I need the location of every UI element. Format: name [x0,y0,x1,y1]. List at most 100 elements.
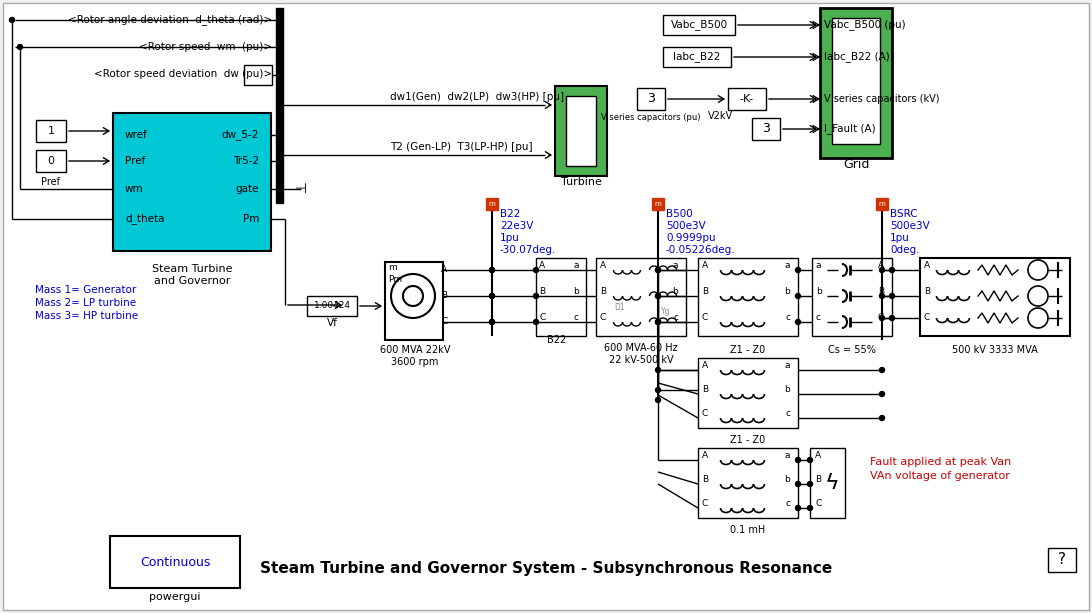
Text: B22: B22 [500,209,521,219]
Text: b: b [784,386,790,395]
Text: 600 MVA-60 Hz: 600 MVA-60 Hz [604,343,678,353]
Circle shape [795,457,800,462]
Circle shape [890,294,894,299]
Text: 0.9999pu: 0.9999pu [666,233,715,243]
Text: 0.1 mH: 0.1 mH [731,525,765,535]
Circle shape [17,45,23,50]
Text: C: C [924,313,930,322]
Text: C: C [815,500,821,509]
Text: ⊣: ⊣ [295,182,307,196]
Circle shape [534,319,538,324]
Bar [919,258,1070,336]
Text: Z1 - Z0: Z1 - Z0 [731,435,765,445]
Text: A: A [702,452,708,460]
Circle shape [795,506,800,511]
Circle shape [489,267,495,273]
Circle shape [489,294,495,299]
Bar [112,113,271,251]
Text: Grid: Grid [843,159,869,172]
Circle shape [879,316,885,321]
Text: A: A [702,262,708,270]
Text: a: a [784,362,790,370]
Text: D1: D1 [614,302,625,311]
Text: and Governor: and Governor [154,276,230,286]
Text: m: m [488,201,496,207]
Bar [698,258,798,336]
Text: A: A [924,262,930,270]
Text: I_Fault (A): I_Fault (A) [824,124,876,134]
Text: BSRC: BSRC [890,209,917,219]
Bar [566,96,596,166]
Circle shape [655,267,661,273]
Text: ϟ: ϟ [824,473,840,493]
Bar [536,258,586,336]
Circle shape [879,368,885,373]
Text: Fault applied at peak Van: Fault applied at peak Van [870,457,1011,467]
Circle shape [655,267,661,273]
Text: b: b [573,286,579,295]
Text: 500 kV 3333 MVA: 500 kV 3333 MVA [952,345,1037,355]
Circle shape [489,294,495,299]
Circle shape [807,506,812,511]
Text: C: C [539,313,545,321]
Circle shape [795,319,800,324]
Text: 600 MVA 22kV: 600 MVA 22kV [380,345,450,355]
Text: A: A [815,452,821,460]
Text: 1pu: 1pu [500,233,520,243]
Bar [110,536,240,588]
Text: A: A [441,265,447,275]
Text: A: A [702,362,708,370]
Bar [752,118,780,140]
Text: a: a [784,452,790,460]
Text: <Rotor speed  wm  (pu)>: <Rotor speed wm (pu)> [139,42,272,52]
Text: Mass 2= LP turbine: Mass 2= LP turbine [35,298,136,308]
Text: ?: ? [1058,552,1066,568]
Text: Iabc_B22 (A): Iabc_B22 (A) [824,51,890,63]
Text: B500: B500 [666,209,692,219]
Circle shape [489,267,495,273]
Text: Iabc_B22: Iabc_B22 [674,51,721,63]
Text: c: c [785,500,790,509]
Text: V series capacitors (pu): V series capacitors (pu) [602,113,701,123]
Circle shape [795,267,800,273]
Text: C: C [600,313,606,321]
Circle shape [655,397,661,403]
Text: 22 kV-500 kV: 22 kV-500 kV [608,355,674,365]
Text: V series capacitors (kV): V series capacitors (kV) [824,94,939,104]
Bar [652,198,664,210]
Text: m: m [388,262,396,272]
Bar [876,198,888,210]
Bar [276,8,283,203]
Text: 0deg.: 0deg. [890,245,919,255]
Text: B: B [539,286,545,295]
Text: Z1 - Z0: Z1 - Z0 [731,345,765,355]
Text: Vabc_B500 (pu): Vabc_B500 (pu) [824,20,905,31]
Circle shape [807,457,812,462]
Text: Pref: Pref [41,177,60,187]
Text: 500e3V: 500e3V [890,221,929,231]
Bar [36,150,66,172]
Text: b: b [816,287,822,297]
Bar [728,88,765,110]
Text: C: C [702,500,709,509]
Text: B: B [702,287,708,297]
Text: wref: wref [124,130,147,140]
Bar [832,18,880,144]
Text: 1: 1 [47,126,55,136]
Text: <Rotor speed deviation  dw (pu)>: <Rotor speed deviation dw (pu)> [94,69,272,79]
Text: -K-: -K- [740,94,755,104]
Text: 1.00424: 1.00424 [313,302,351,311]
Circle shape [655,294,661,299]
Circle shape [534,294,538,299]
Text: Steam Turbine and Governor System - Subsynchronous Resonance: Steam Turbine and Governor System - Subs… [260,560,832,576]
Text: b: b [673,286,678,295]
Bar [820,8,892,158]
Bar [555,86,607,176]
Text: b: b [784,476,790,484]
Text: 3600 rpm: 3600 rpm [391,357,439,367]
Text: Pm: Pm [388,275,402,284]
Text: B22: B22 [547,335,567,345]
Text: <Rotor angle deviation  d_theta (rad)>: <Rotor angle deviation d_theta (rad)> [68,15,272,26]
Text: Steam Turbine: Steam Turbine [152,264,233,274]
Text: Pm: Pm [242,214,259,224]
